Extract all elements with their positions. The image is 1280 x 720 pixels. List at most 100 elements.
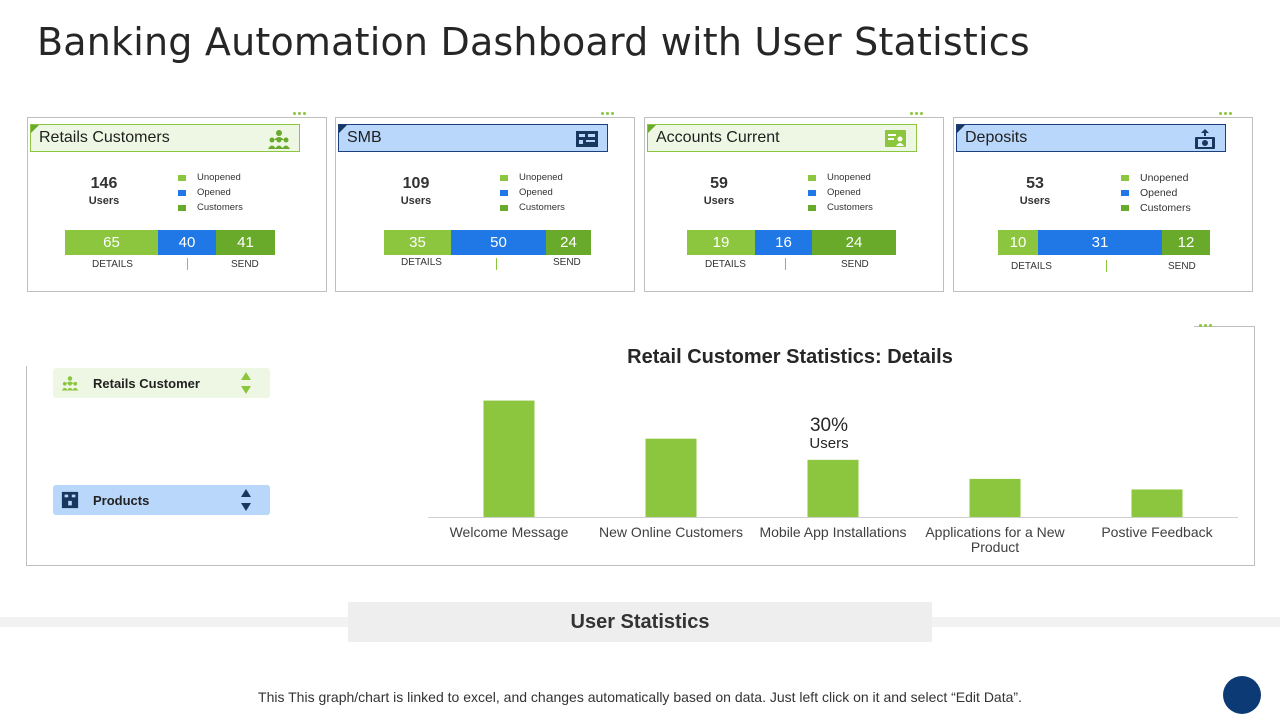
legend: Unopened Opened Customers xyxy=(808,170,873,215)
more-dots-icon[interactable] xyxy=(1197,324,1212,342)
bar-segment-opened: 16 xyxy=(755,230,812,255)
bar-footer: DETAILS SEND xyxy=(998,260,1210,274)
card-smb: SMB 109 Users Unopened Opened Customers … xyxy=(335,112,635,292)
x-tick-label: New Online Customers xyxy=(599,524,743,540)
card-header[interactable]: Retails Customers xyxy=(30,124,300,152)
legend: Unopened Opened Customers xyxy=(500,170,565,215)
box-icon xyxy=(61,491,79,509)
user-statistics-label: User Statistics xyxy=(348,602,932,642)
card-deposits: Deposits 53 Users Unopened Opened Custom… xyxy=(953,112,1253,292)
legend: Unopened Opened Customers xyxy=(178,170,243,215)
send-link[interactable]: SEND xyxy=(553,257,581,268)
statistics-panel xyxy=(26,324,1255,566)
card-title: SMB xyxy=(347,129,382,146)
legend-unopened: Unopened xyxy=(1140,171,1189,184)
bar-segment-customers: 24 xyxy=(546,230,591,255)
bar-footer: DETAILS SEND xyxy=(687,258,896,272)
legend: Unopened Opened Customers xyxy=(1121,170,1191,215)
details-link[interactable]: DETAILS xyxy=(401,257,442,268)
user-count: 59 xyxy=(710,175,728,192)
bar-applications-for-a-new-product xyxy=(969,478,1021,517)
products-selector[interactable]: Products xyxy=(53,485,270,515)
user-count: 109 xyxy=(402,175,430,192)
selector-label: Retails Customer xyxy=(93,375,200,391)
legend-unopened: Unopened xyxy=(827,172,871,183)
bar-segment-opened: 31 xyxy=(1038,230,1162,255)
bar-segment-unopened: 35 xyxy=(384,230,451,255)
details-link[interactable]: DETAILS xyxy=(92,259,133,270)
retail-customer-selector[interactable]: Retails Customer xyxy=(53,368,270,398)
users-group-icon xyxy=(268,130,290,149)
legend-customers: Customers xyxy=(519,202,565,213)
bar-segment-opened: 50 xyxy=(451,230,546,255)
more-dots-icon[interactable] xyxy=(1217,112,1232,130)
legend-unopened: Unopened xyxy=(519,172,563,183)
x-tick-label: Applications for a New Product xyxy=(925,524,1065,555)
bar-segment-customers: 41 xyxy=(216,230,275,255)
annotation-value: 30% xyxy=(810,415,848,436)
bar-chart: Welcome Message New Online Customers Mobil… xyxy=(428,400,1238,555)
legend-customers: Customers xyxy=(1140,201,1191,214)
bar-segment-customers: 12 xyxy=(1162,230,1210,255)
users-group-icon xyxy=(61,376,79,391)
stacked-bar: 10 31 12 xyxy=(998,230,1210,255)
user-count-label: Users xyxy=(1019,195,1051,207)
user-count: 146 xyxy=(90,175,118,192)
bar-welcome-message xyxy=(483,400,535,517)
card-header[interactable]: Deposits xyxy=(956,124,1226,152)
user-count-label: Users xyxy=(400,195,432,207)
more-dots-icon[interactable] xyxy=(908,112,923,130)
bar-new-online-customers xyxy=(645,438,697,517)
bar-segment-customers: 24 xyxy=(812,230,896,255)
page-title: Banking Automation Dashboard with User S… xyxy=(37,20,1030,64)
x-tick-label: Mobile App Installations xyxy=(759,524,906,540)
user-count-label: Users xyxy=(703,195,735,207)
up-down-arrows-icon[interactable] xyxy=(240,371,252,395)
stacked-bar: 35 50 24 xyxy=(384,230,591,255)
x-tick-label: Welcome Message xyxy=(450,524,569,540)
card-header[interactable]: Accounts Current xyxy=(647,124,917,152)
nav-circle-button[interactable] xyxy=(1223,676,1261,714)
footnote: This This graph/chart is linked to excel… xyxy=(258,689,1022,705)
bar-segment-unopened: 65 xyxy=(65,230,158,255)
selector-label: Products xyxy=(93,492,150,508)
legend-opened: Opened xyxy=(519,187,553,198)
card-retails-customers: Retails Customers 146 Users Unopened Ope… xyxy=(27,112,327,292)
legend-unopened: Unopened xyxy=(197,172,241,183)
legend-customers: Customers xyxy=(827,202,873,213)
more-dots-icon[interactable] xyxy=(599,112,614,130)
money-box-icon xyxy=(1195,129,1215,149)
card-title: Deposits xyxy=(965,129,1028,146)
card-title: Retails Customers xyxy=(39,129,170,146)
card-header[interactable]: SMB xyxy=(338,124,608,152)
card-accounts-current: Accounts Current 59 Users Unopened Opene… xyxy=(644,112,944,292)
stacked-bar: 65 40 41 xyxy=(65,230,275,255)
legend-opened: Opened xyxy=(1140,186,1178,199)
user-count-label: Users xyxy=(88,195,120,207)
bar-segment-opened: 40 xyxy=(158,230,216,255)
details-link[interactable]: DETAILS xyxy=(1011,261,1052,272)
x-tick-label: Postive Feedback xyxy=(1101,524,1213,540)
bar-footer: DETAILS SEND xyxy=(65,258,275,272)
bar-mobile-app-installations xyxy=(807,459,859,517)
user-count: 53 xyxy=(1026,175,1044,192)
stacked-bar: 19 16 24 xyxy=(687,230,896,255)
legend-opened: Opened xyxy=(827,187,861,198)
board-icon xyxy=(576,131,598,147)
more-dots-icon[interactable] xyxy=(291,112,306,130)
id-card-icon xyxy=(885,130,906,147)
send-link[interactable]: SEND xyxy=(1168,261,1196,272)
chart-title: Retail Customer Statistics: Details xyxy=(627,346,953,368)
bar-postive-feedback xyxy=(1131,489,1183,517)
legend-opened: Opened xyxy=(197,187,231,198)
legend-customers: Customers xyxy=(197,202,243,213)
send-link[interactable]: SEND xyxy=(841,259,869,270)
up-down-arrows-icon[interactable] xyxy=(240,488,252,512)
bar-footer: DETAILS SEND xyxy=(384,257,591,272)
bar-segment-unopened: 19 xyxy=(687,230,755,255)
bar-segment-unopened: 10 xyxy=(998,230,1038,255)
annotation-label: Users xyxy=(809,435,848,452)
send-link[interactable]: SEND xyxy=(231,259,259,270)
details-link[interactable]: DETAILS xyxy=(705,259,746,270)
card-title: Accounts Current xyxy=(656,129,780,146)
